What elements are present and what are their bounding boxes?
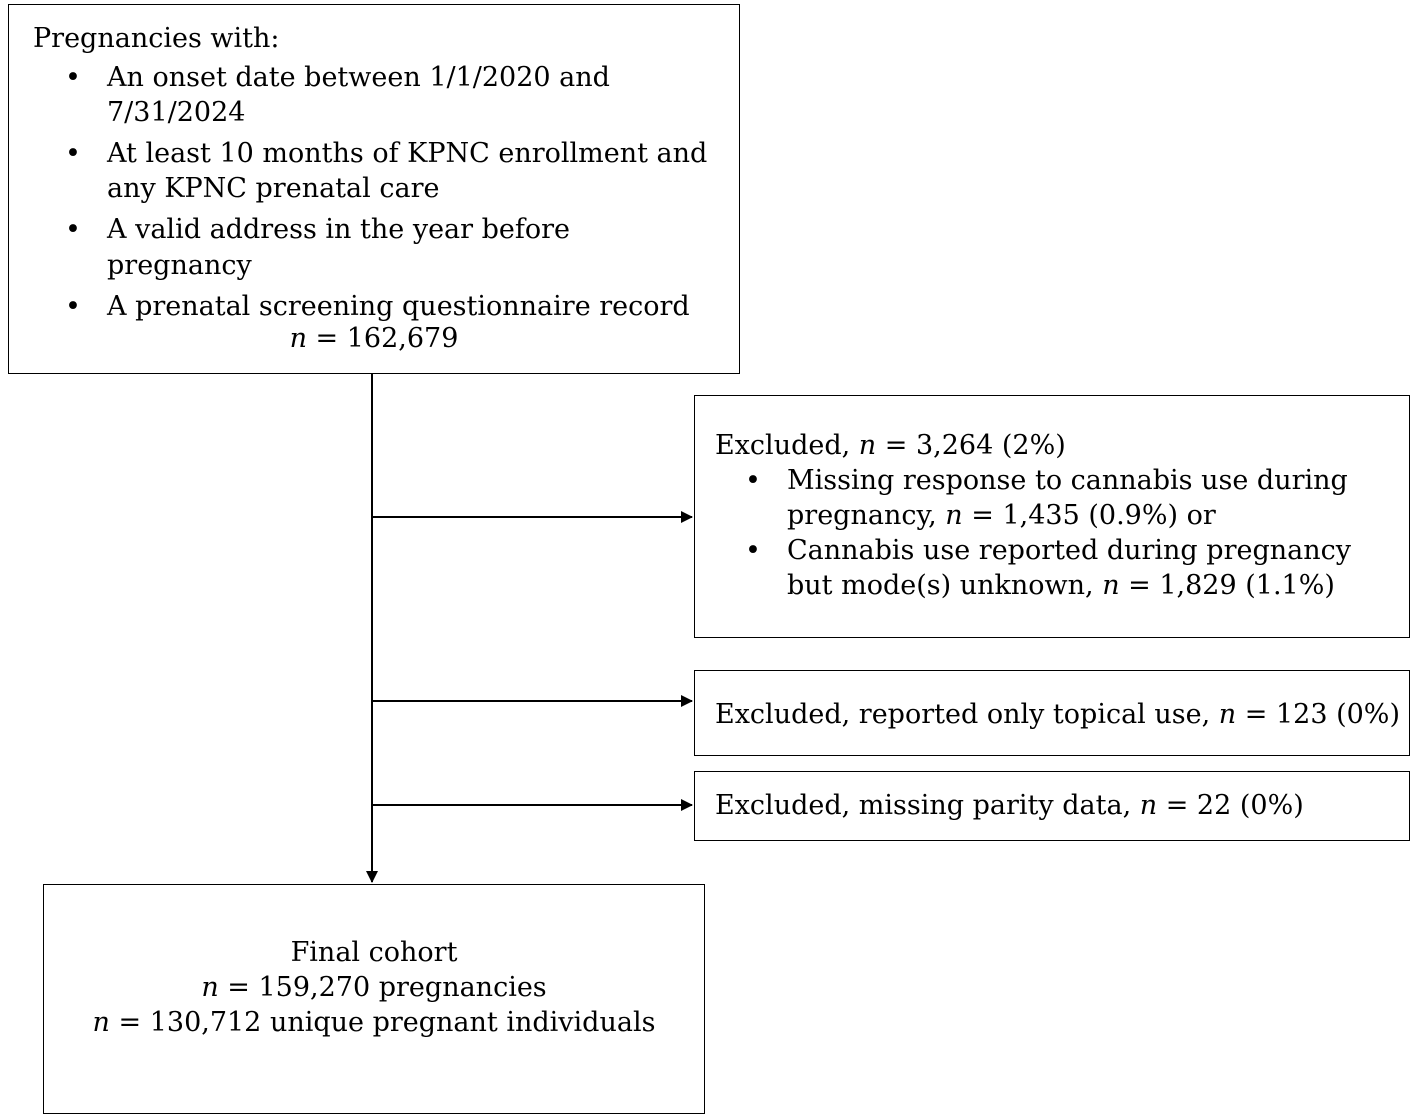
inclusion-criteria-list: An onset date between 1/1/2020 and 7/31/…: [33, 60, 719, 324]
exclusion-reason-count: = 1,435 (0.9%) or: [962, 500, 1216, 532]
exclusion-reason-text: Cannabis use reported during pregnancy b…: [787, 535, 1351, 602]
n-symbol: n: [858, 430, 877, 461]
final-cohort-individuals: n = 130,712 unique pregnant individuals: [44, 1005, 704, 1040]
final-cohort-title: Final cohort: [290, 937, 458, 968]
exclusion-2-count: = 123 (0%): [1236, 699, 1400, 730]
n-symbol: n: [945, 500, 963, 532]
final-pregnancies-count: = 159,270 pregnancies: [218, 972, 547, 1004]
inclusion-criterion-onset: An onset date between 1/1/2020 and 7/31/…: [33, 60, 719, 130]
n-symbol: n: [1102, 570, 1120, 602]
final-cohort-pregnancies: n = 159,270 pregnancies: [44, 970, 704, 1005]
exclusion-2-text: Excluded, reported only topical use,: [715, 699, 1219, 730]
inclusion-count-value: = 162,679: [306, 323, 459, 354]
n-symbol: n: [92, 1007, 110, 1039]
n-symbol: n: [1218, 699, 1237, 730]
exclusion-reason-missing-response: Missing response to cannabis use during …: [715, 463, 1397, 533]
inclusion-count: n = 162,679: [9, 321, 739, 356]
exclusion-1-prefix: Excluded,: [715, 430, 859, 461]
inclusion-criterion-address: A valid address in the year before pregn…: [33, 212, 719, 282]
n-symbol: n: [1139, 790, 1158, 821]
exclusion-1-count: = 3,264 (2%): [876, 430, 1066, 461]
inclusion-criterion-enrollment: At least 10 months of KPNC enrollment an…: [33, 136, 719, 206]
exclusion-reason-count: = 1,829 (1.1%): [1119, 570, 1335, 602]
exclusion-1-summary: Excluded, n = 3,264 (2%): [715, 428, 1397, 463]
inclusion-heading: Pregnancies with:: [33, 23, 280, 54]
exclusion-reason-text: Missing response to cannabis use during …: [787, 465, 1348, 532]
n-symbol: n: [289, 323, 307, 354]
n-symbol: n: [201, 972, 219, 1004]
final-cohort-box: Final cohort n = 159,270 pregnancies n =…: [43, 884, 705, 1114]
exclusion-box-topical-use: Excluded, reported only topical use, n =…: [694, 670, 1410, 756]
exclusion-box-parity: Excluded, missing parity data, n = 22 (0…: [694, 771, 1410, 841]
exclusion-box-cannabis-response: Excluded, n = 3,264 (2%) Missing respons…: [694, 395, 1410, 638]
final-individuals-count: = 130,712 unique pregnant individuals: [109, 1007, 656, 1039]
exclusion-1-reasons: Missing response to cannabis use during …: [715, 463, 1397, 603]
inclusion-criteria-box: Pregnancies with: An onset date between …: [8, 4, 740, 374]
exclusion-3-count: = 22 (0%): [1157, 790, 1304, 821]
inclusion-criterion-questionnaire: A prenatal screening questionnaire recor…: [33, 289, 719, 324]
exclusion-3-text: Excluded, missing parity data,: [715, 790, 1140, 821]
exclusion-reason-mode-unknown: Cannabis use reported during pregnancy b…: [715, 533, 1397, 603]
